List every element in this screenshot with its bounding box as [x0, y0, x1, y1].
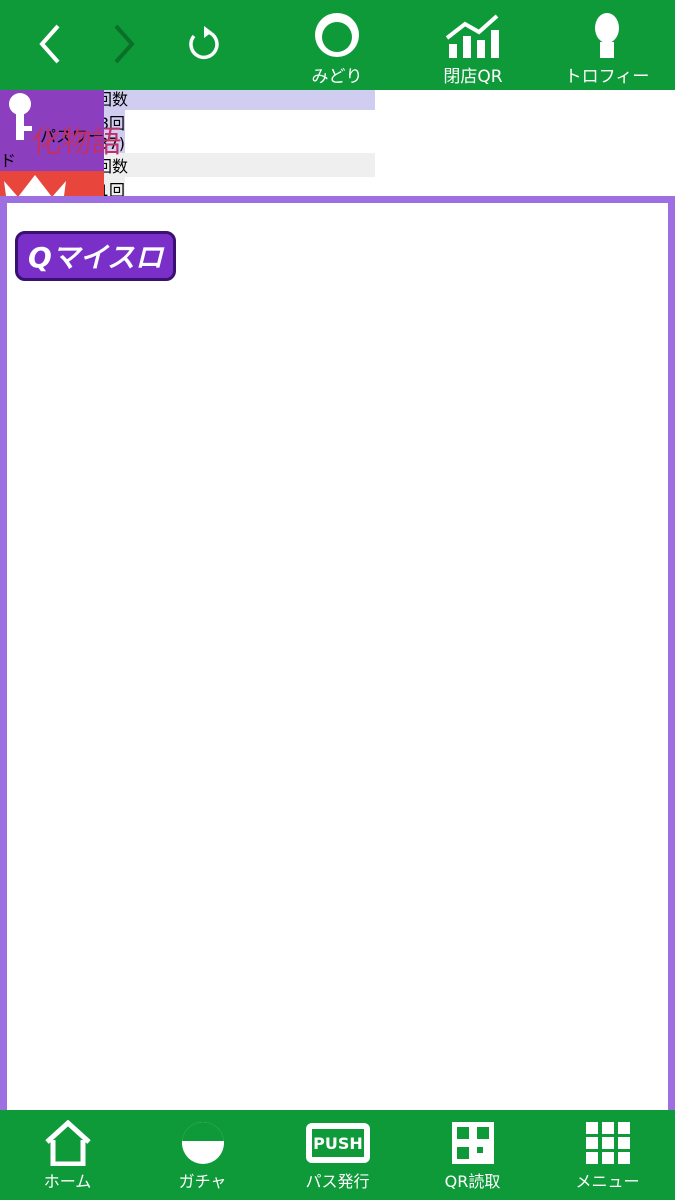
nav-closing-qr[interactable]: 閉店QR	[408, 4, 538, 90]
top-bar: みどり 閉店QR トロフィー	[0, 0, 675, 90]
bottom-nav-item[interactable]: ガチャ	[135, 1110, 270, 1200]
nav-label: トロフィー	[564, 67, 650, 87]
bottom-nav-label: QR読取	[444, 1172, 501, 1191]
tab[interactable]: パスワード	[0, 90, 104, 171]
bottom-nav-item[interactable]: メニュー	[540, 1110, 675, 1200]
game-logo: 化物語	[31, 125, 122, 160]
svg-text:PUSH: PUSH	[313, 1134, 363, 1153]
bottom-nav-label: ガチャ	[178, 1172, 227, 1191]
qmaislo-logo: Qマイスロ	[15, 231, 176, 281]
bottom-nav-item[interactable]: ホーム	[0, 1110, 135, 1200]
bottom-nav-label: ホーム	[43, 1172, 92, 1191]
nav-midori[interactable]: みどり	[272, 4, 402, 90]
bottom-nav-label: メニュー	[575, 1172, 640, 1191]
nav-label: 閉店QR	[443, 67, 503, 87]
bottom-nav: ホーム ガチャ PUSH パス発行 QR読取 メニュー	[0, 1110, 675, 1200]
forward-button[interactable]	[112, 22, 136, 66]
nav-label: みどり	[311, 67, 363, 87]
bottom-nav-item[interactable]: QR読取	[405, 1110, 540, 1200]
tab-bar: 化物語 パスワードランキング閉店QRトロフィーVSオンライン対戦	[0, 90, 675, 490]
bottom-nav-item[interactable]: PUSH パス発行	[270, 1110, 405, 1200]
tab-label: パスワード	[0, 127, 105, 170]
data-panel: Qマイスロ	[0, 196, 675, 1110]
back-button[interactable]	[38, 22, 62, 66]
bottom-nav-label: パス発行	[305, 1172, 370, 1191]
refresh-button[interactable]	[186, 26, 220, 62]
nav-trophy[interactable]: トロフィー	[542, 4, 672, 90]
